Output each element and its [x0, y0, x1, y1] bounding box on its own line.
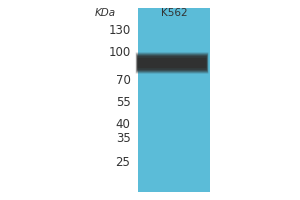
- Text: 100: 100: [108, 46, 130, 60]
- Text: 40: 40: [116, 118, 130, 132]
- FancyBboxPatch shape: [136, 53, 208, 73]
- FancyBboxPatch shape: [136, 52, 208, 74]
- FancyBboxPatch shape: [136, 54, 208, 72]
- Text: 35: 35: [116, 132, 130, 146]
- Text: K562: K562: [161, 8, 187, 18]
- Text: 25: 25: [116, 156, 130, 170]
- FancyBboxPatch shape: [137, 55, 207, 71]
- FancyBboxPatch shape: [137, 56, 207, 70]
- Text: 70: 70: [116, 74, 130, 88]
- FancyBboxPatch shape: [136, 54, 208, 72]
- Text: KDa: KDa: [94, 8, 116, 18]
- Text: 55: 55: [116, 96, 130, 108]
- Bar: [138, 8, 210, 192]
- Text: 130: 130: [108, 24, 130, 38]
- FancyBboxPatch shape: [138, 58, 206, 68]
